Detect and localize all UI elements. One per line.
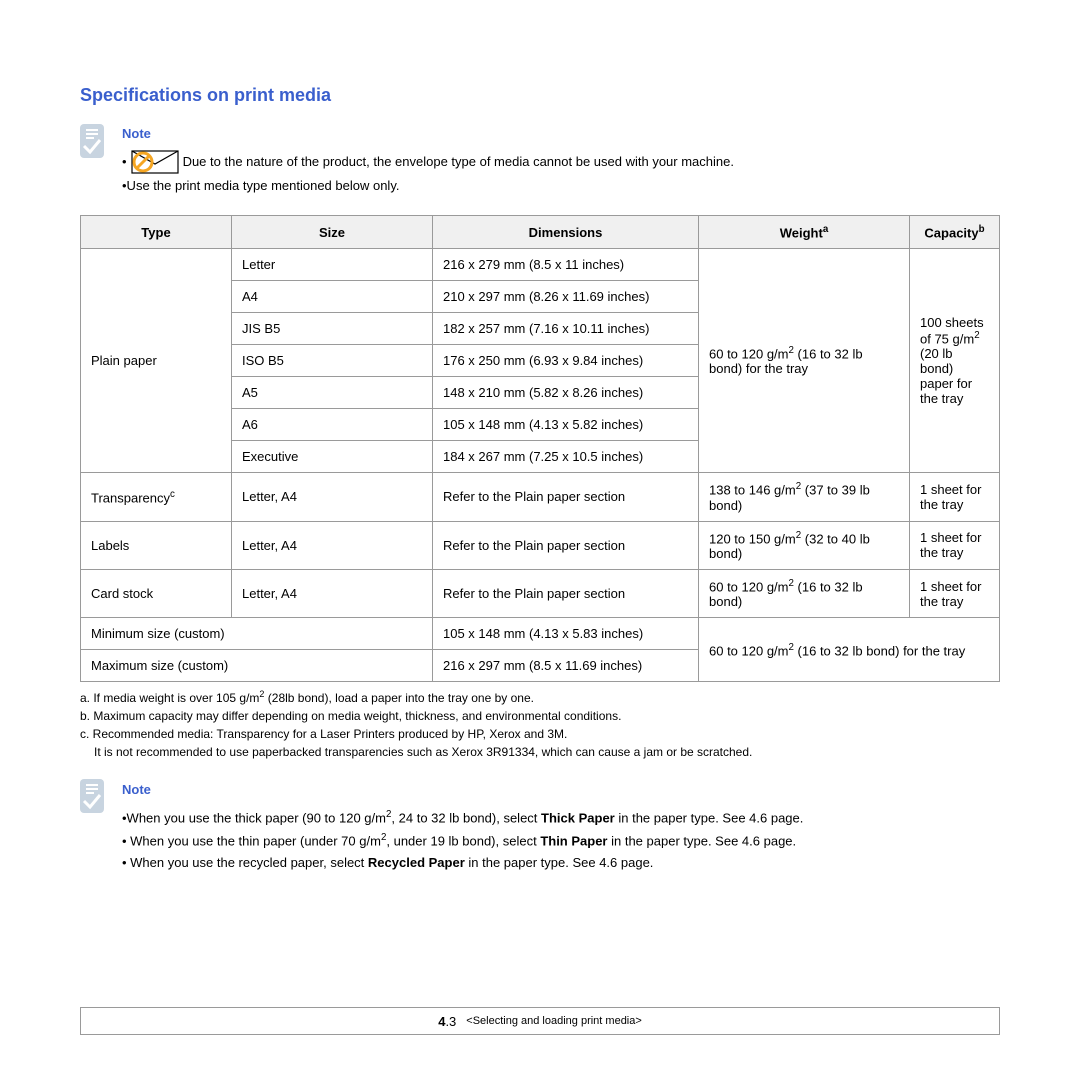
cell-capacity: 1 sheet for the tray (910, 473, 1000, 521)
prohibit-envelope-icon (131, 150, 179, 174)
chapter-name: <Selecting and loading print media> (466, 1015, 642, 1027)
table-row: Plain paper Letter 216 x 279 mm (8.5 x 1… (81, 249, 1000, 281)
cell-type-cardstock: Card stock (81, 569, 232, 617)
cell-type-transparency: Transparencyc (81, 473, 232, 521)
cell-weight: 120 to 150 g/m2 (32 to 40 lb bond) (699, 521, 910, 569)
page-footer: 4.3 <Selecting and loading print media> (80, 1007, 1000, 1035)
note2-line3: • When you use the recycled paper, selec… (122, 852, 1000, 874)
spec-table: Type Size Dimensions Weighta Capacityb P… (80, 215, 1000, 682)
cell-dim: 148 x 210 mm (5.82 x 8.26 inches) (433, 377, 699, 409)
th-type: Type (81, 216, 232, 249)
footnote-c1: c. Recommended media: Transparency for a… (80, 725, 1000, 743)
note-block-1: Note • Due to the nature of the product,… (80, 124, 1000, 195)
note1-line1: Due to the nature of the product, the en… (183, 152, 734, 172)
cell-capacity: 1 sheet for the tray (910, 569, 1000, 617)
note-icon (80, 779, 104, 813)
cell-size: A6 (232, 409, 433, 441)
cell-size: Letter, A4 (232, 473, 433, 521)
cell-min-label: Minimum size (custom) (81, 618, 433, 650)
cell-size: Letter (232, 249, 433, 281)
cell-size: Letter, A4 (232, 569, 433, 617)
note-label: Note (122, 779, 1000, 801)
footnotes: a. If media weight is over 105 g/m2 (28l… (80, 688, 1000, 761)
cell-weight: 138 to 146 g/m2 (37 to 39 lb bond) (699, 473, 910, 521)
note-label: Note (122, 124, 1000, 144)
cell-weight-plain: 60 to 120 g/m2 (16 to 32 lb bond) for th… (699, 249, 910, 473)
cell-capacity: 1 sheet for the tray (910, 521, 1000, 569)
cell-dim: 184 x 267 mm (7.25 x 10.5 inches) (433, 441, 699, 473)
cell-dim: Refer to the Plain paper section (433, 569, 699, 617)
cell-weight: 60 to 120 g/m2 (16 to 32 lb bond) (699, 569, 910, 617)
cell-dim: 182 x 257 mm (7.16 x 10.11 inches) (433, 313, 699, 345)
footnote-c2: It is not recommended to use paperbacked… (80, 743, 1000, 761)
cell-dim: 176 x 250 mm (6.93 x 9.84 inches) (433, 345, 699, 377)
note2-line1: •When you use the thick paper (90 to 120… (122, 807, 1000, 829)
th-weight: Weighta (699, 216, 910, 249)
footnote-b: b. Maximum capacity may differ depending… (80, 707, 1000, 725)
cell-size: Executive (232, 441, 433, 473)
cell-dim: 105 x 148 mm (4.13 x 5.82 inches) (433, 409, 699, 441)
cell-capacity-plain: 100 sheets of 75 g/m2 (20 lb bond) paper… (910, 249, 1000, 473)
cell-size: JIS B5 (232, 313, 433, 345)
note2-line2: • When you use the thin paper (under 70 … (122, 830, 1000, 852)
cell-custom-weight: 60 to 120 g/m2 (16 to 32 lb bond) for th… (699, 618, 1000, 682)
page-heading: Specifications on print media (80, 85, 1000, 106)
th-dimensions: Dimensions (433, 216, 699, 249)
note-block-2: Note •When you use the thick paper (90 t… (80, 779, 1000, 874)
cell-size: A4 (232, 281, 433, 313)
cell-type-labels: Labels (81, 521, 232, 569)
cell-max-label: Maximum size (custom) (81, 650, 433, 682)
cell-min-dim: 105 x 148 mm (4.13 x 5.83 inches) (433, 618, 699, 650)
cell-size: ISO B5 (232, 345, 433, 377)
note1-line2: •Use the print media type mentioned belo… (122, 176, 1000, 196)
cell-type-plain: Plain paper (81, 249, 232, 473)
cell-max-dim: 216 x 297 mm (8.5 x 11.69 inches) (433, 650, 699, 682)
table-row: Card stock Letter, A4 Refer to the Plain… (81, 569, 1000, 617)
cell-size: A5 (232, 377, 433, 409)
table-row: Labels Letter, A4 Refer to the Plain pap… (81, 521, 1000, 569)
cell-size: Letter, A4 (232, 521, 433, 569)
th-capacity: Capacityb (910, 216, 1000, 249)
table-row: Transparencyc Letter, A4 Refer to the Pl… (81, 473, 1000, 521)
cell-dim: Refer to the Plain paper section (433, 521, 699, 569)
cell-dim: Refer to the Plain paper section (433, 473, 699, 521)
th-size: Size (232, 216, 433, 249)
table-row: Minimum size (custom) 105 x 148 mm (4.13… (81, 618, 1000, 650)
note-icon (80, 124, 104, 158)
footnote-a: a. If media weight is over 105 g/m2 (28l… (80, 688, 1000, 707)
page-number: 4.3 (438, 1014, 456, 1029)
cell-dim: 210 x 297 mm (8.26 x 11.69 inches) (433, 281, 699, 313)
bullet: • (122, 152, 127, 172)
cell-dim: 216 x 279 mm (8.5 x 11 inches) (433, 249, 699, 281)
